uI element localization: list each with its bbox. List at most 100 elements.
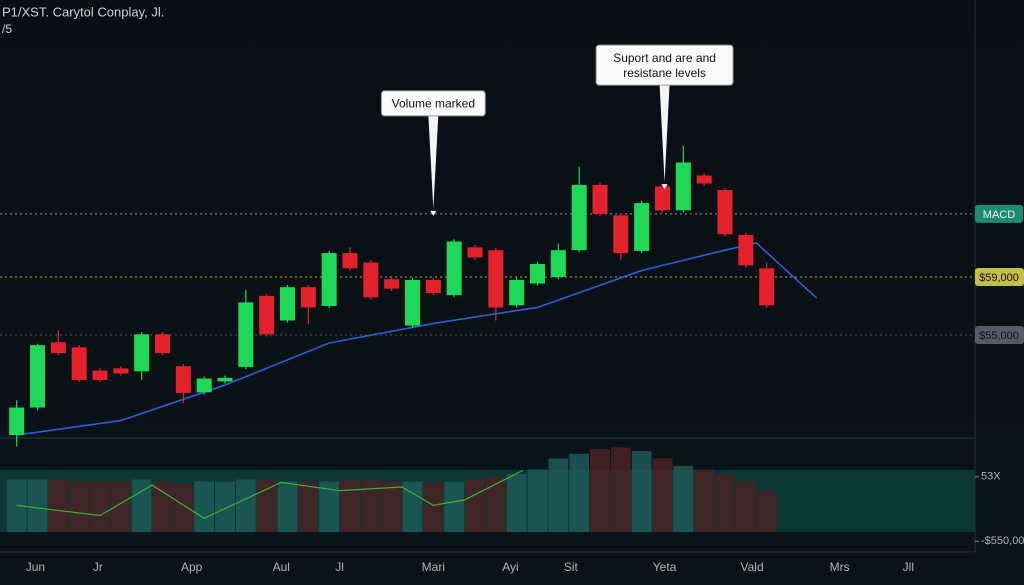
chart-title: P1/XST. Carytol Conplay, Jl.	[2, 4, 164, 19]
volume-bar	[465, 479, 485, 533]
candle-body	[300, 287, 316, 308]
callout-text: resistane levels	[623, 66, 706, 80]
candle-body	[134, 334, 150, 372]
x-tick-label: App	[181, 560, 203, 574]
callout-arrow	[428, 114, 439, 209]
volume-bar	[756, 490, 777, 533]
volume-bar	[506, 474, 527, 533]
candle-body	[759, 268, 775, 306]
candle-body	[342, 253, 358, 269]
candle-body	[363, 262, 379, 298]
x-tick-label: Yeta	[653, 560, 677, 574]
candle-body	[280, 287, 295, 321]
candle-body	[238, 302, 254, 367]
candle-body	[384, 279, 400, 289]
candle-body	[113, 368, 129, 374]
volume-bar	[569, 453, 590, 533]
annotation-marker	[661, 184, 668, 190]
x-tick-label: Mari	[422, 560, 445, 574]
candle-body	[509, 279, 525, 306]
candle-body	[571, 184, 587, 251]
volume-bar	[673, 465, 694, 533]
volume-bar	[69, 481, 90, 533]
candle-body	[467, 247, 483, 258]
x-tick-label: Vald	[741, 560, 764, 574]
volume-bar	[381, 481, 402, 533]
x-tick-label: Jl	[335, 560, 344, 574]
volume-bar	[110, 481, 131, 533]
x-tick-label: Sit	[564, 560, 579, 574]
callout-arrow	[659, 84, 670, 183]
volume-bar	[235, 479, 256, 533]
x-tick-label: Jll	[903, 560, 914, 574]
x-tick-label: Aul	[273, 560, 290, 574]
candle-body	[717, 189, 733, 235]
volume-bar	[527, 469, 548, 533]
candle-body	[92, 370, 108, 380]
callout-text: Volume marked	[392, 97, 475, 111]
candle-body	[550, 250, 566, 278]
volume-bar	[277, 481, 298, 533]
volume-bar	[548, 458, 569, 533]
volume-bar	[610, 447, 631, 533]
callout-box	[380, 90, 486, 117]
callout-text: Suport and are and	[613, 51, 716, 65]
volume-bar	[152, 481, 173, 533]
volume-bar	[256, 479, 277, 533]
candle-body	[738, 234, 754, 266]
oscillator-line	[16, 469, 524, 519]
y-tick-label: -$550,000	[981, 535, 1024, 547]
volume-bar	[48, 479, 69, 533]
candle-body	[50, 342, 66, 354]
x-tick-label: Ayi	[502, 560, 518, 574]
volume-bar	[194, 481, 215, 533]
candle-body	[425, 279, 441, 293]
candle-body	[175, 366, 191, 394]
chart-subtitle: /5	[2, 22, 12, 36]
volume-bar	[631, 451, 652, 533]
y-tick-label: $59,000	[979, 272, 1019, 284]
candle-body	[259, 295, 275, 335]
candle-body	[488, 250, 504, 308]
x-tick-label: Jr	[93, 560, 103, 574]
volume-bar	[27, 479, 48, 533]
candle-body	[217, 377, 233, 382]
candle-body	[196, 378, 212, 393]
volume-bar	[652, 458, 673, 533]
candle-body	[655, 186, 670, 211]
candle-body	[675, 162, 691, 211]
candle-body	[9, 407, 25, 436]
candle-body	[696, 175, 712, 184]
volume-bar	[694, 469, 715, 533]
candle-body	[634, 203, 650, 251]
volume-bar	[90, 481, 110, 533]
candle-body	[405, 279, 420, 326]
reference-label-box	[975, 204, 1023, 223]
candle-body	[30, 345, 45, 408]
volume-bar	[215, 481, 235, 533]
volume-bar	[173, 483, 194, 533]
volume-bar	[444, 481, 465, 533]
x-tick-label: Jun	[26, 560, 45, 574]
candle-body	[71, 347, 87, 380]
volume-bar	[423, 483, 444, 533]
volume-bar	[319, 481, 340, 533]
candle-body	[446, 241, 462, 296]
y-tick-label: $55,000	[979, 330, 1019, 342]
y-tick-box	[975, 326, 1024, 345]
y-tick-label: 53X	[981, 471, 1001, 483]
reference-label: MACD	[983, 209, 1015, 221]
annotation-marker	[430, 210, 437, 216]
volume-bar	[735, 481, 756, 533]
volume-bar	[131, 479, 152, 533]
candle-body	[155, 334, 170, 354]
volume-bar	[360, 479, 381, 533]
candle-body	[321, 253, 337, 307]
volume-bar	[715, 475, 735, 533]
volume-bar	[298, 481, 319, 533]
y-tick-box	[975, 268, 1024, 287]
callout-box	[595, 44, 734, 86]
candle-body	[530, 263, 545, 284]
